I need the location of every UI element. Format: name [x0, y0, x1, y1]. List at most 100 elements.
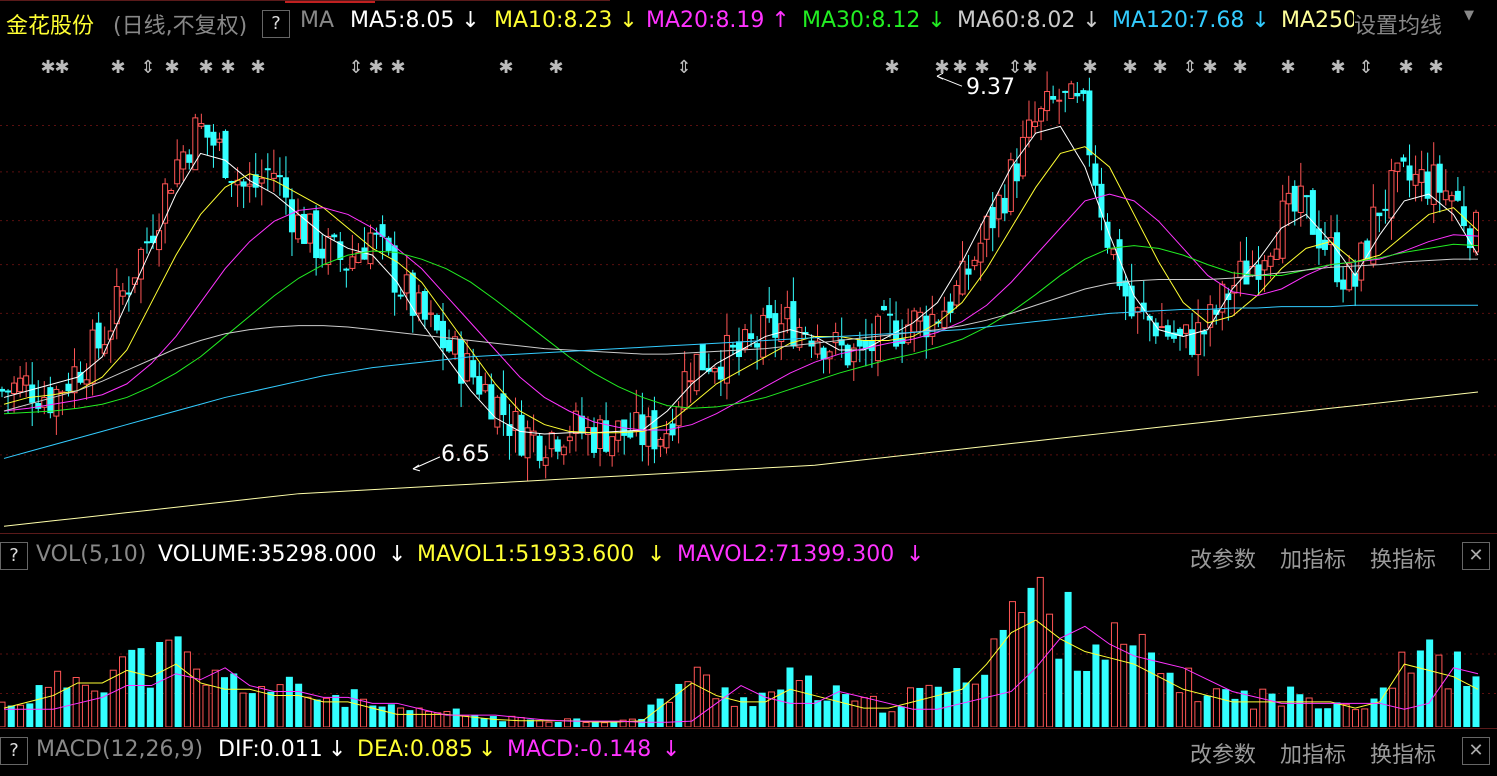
volume-bar [1055, 658, 1063, 727]
candle-body [476, 376, 483, 395]
vol-switch-indicator-button[interactable]: 换指标 [1370, 548, 1437, 573]
candle-body [288, 199, 295, 233]
volume-bar [665, 701, 673, 727]
candle-body [1176, 328, 1183, 336]
volume-bar [26, 703, 34, 727]
volume-bar [1129, 645, 1137, 727]
volume-bar [313, 699, 321, 727]
event-marker-icon: ✱ [1232, 57, 1247, 78]
volume-bar [916, 687, 924, 727]
candle-body [850, 347, 857, 363]
candle-body [729, 344, 736, 348]
volume-bar [1212, 688, 1220, 727]
candle-body [331, 234, 338, 238]
candle-body [397, 294, 404, 297]
volume-bar [1036, 576, 1044, 727]
tab-strip-line [0, 0, 610, 1]
vol-panel-divider [0, 533, 1497, 534]
candle-body [687, 380, 694, 383]
volume-bar [907, 687, 915, 727]
macd-switch-indicator-button[interactable]: 换指标 [1370, 743, 1437, 768]
volume-chart[interactable] [0, 575, 1497, 727]
volume-bar [508, 715, 516, 727]
candle-body [1424, 171, 1431, 199]
candle-body [1406, 165, 1413, 181]
candle-body [1291, 185, 1298, 212]
volume-arrow-icon: ↓ [388, 542, 407, 567]
low-arrow-icon [412, 464, 421, 472]
candle-body [11, 382, 18, 395]
indicator-name[interactable]: MA [300, 8, 335, 33]
volume-bar [842, 694, 850, 727]
volume-bar [174, 636, 182, 727]
vol-add-indicator-button[interactable]: 加指标 [1280, 548, 1347, 573]
candle-body [1116, 239, 1123, 287]
candle-body [1152, 322, 1159, 337]
candle-body [832, 332, 839, 344]
set-ma-button[interactable]: 设置均线 ▼ [1354, 8, 1497, 42]
help-button[interactable]: ? [262, 10, 290, 38]
macd-indicator-name[interactable]: MACD(12,26,9) [36, 737, 204, 762]
candle-body [796, 326, 803, 348]
vol-indicator-name[interactable]: VOL(5,10) [36, 542, 147, 567]
volume-bar [406, 710, 414, 727]
volume-bar [1277, 705, 1285, 727]
candle-body [174, 159, 181, 185]
candle-body [1038, 108, 1045, 122]
volume-bar [369, 705, 377, 727]
volume-bar [63, 687, 71, 727]
volume-bar [1008, 601, 1016, 727]
mavol2-value: MAVOL2:71399.300 [677, 542, 895, 567]
candle-body [355, 252, 362, 263]
volume-bar [786, 667, 794, 727]
macd-add-indicator-button[interactable]: 加指标 [1280, 743, 1347, 768]
stock-name[interactable]: 金花股份 [6, 14, 95, 39]
ma-line-ma120 [3, 304, 1478, 459]
volume-bar [814, 700, 822, 727]
volume-bar [693, 666, 701, 727]
event-marker-icon: ✱ [548, 57, 563, 78]
candle-body [1092, 163, 1099, 186]
macd-params-button[interactable]: 改参数 [1190, 743, 1257, 768]
volume-bar [443, 710, 451, 727]
candle-body [89, 329, 96, 384]
candle-body [1340, 279, 1347, 290]
candle-body [856, 339, 863, 347]
macd-close-icon[interactable]: ✕ [1462, 737, 1490, 765]
price-chart[interactable]: 9.376.65✱✱ ✱ ⇕ ✱ ✱ ✱ ✱ ⇕ ✱ ✱ ✱ ✱ ⇕ ✱ ✱ ✱ ✱ ⇕ ✱ ✱ ✱ ✱ ⇕ ✱ ✱ ✱ ✱ ⇕ ✱ ✱ [0, 45, 1497, 533]
volume-bar [91, 690, 99, 727]
candle-body [488, 384, 495, 420]
vol-help-button[interactable]: ? [0, 542, 28, 570]
volume-bar [183, 651, 191, 727]
volume-bar [452, 708, 460, 727]
vol-params-button[interactable]: 改参数 [1190, 548, 1257, 573]
candle-body [1098, 183, 1105, 218]
ma-item-3: MA30:8.12 ↓ [802, 8, 946, 33]
event-marker-icon: ✱ [40, 57, 55, 78]
macd-arrow-icon: ↓ [662, 737, 681, 762]
candle-body [844, 344, 851, 366]
volume-bar [517, 717, 525, 727]
volume-bar [1416, 650, 1424, 727]
event-marker-icon: ✱ [498, 57, 513, 78]
candle-body [1460, 206, 1467, 227]
volume-bar [1333, 702, 1341, 727]
candle-body [1267, 255, 1274, 267]
vol-close-icon[interactable]: ✕ [1462, 542, 1490, 570]
candle-body [645, 416, 652, 447]
volume-bar [1370, 698, 1378, 727]
low-pointer [412, 456, 441, 470]
volume-bar [554, 721, 562, 727]
candle-body [524, 427, 531, 459]
event-marker-icon: ✱ [1082, 57, 1097, 78]
event-marker-icon: ✱ [1152, 57, 1167, 78]
volume-bar [953, 668, 961, 727]
macd-help-button[interactable]: ? [0, 737, 28, 765]
candle-body [1255, 264, 1262, 280]
volume-bar [1175, 692, 1183, 727]
candle-body [494, 396, 501, 428]
event-marker-icon: ✱ [1022, 57, 1037, 78]
candle-body [95, 322, 102, 349]
volume-bar [248, 693, 256, 727]
volume-bar [563, 718, 571, 727]
